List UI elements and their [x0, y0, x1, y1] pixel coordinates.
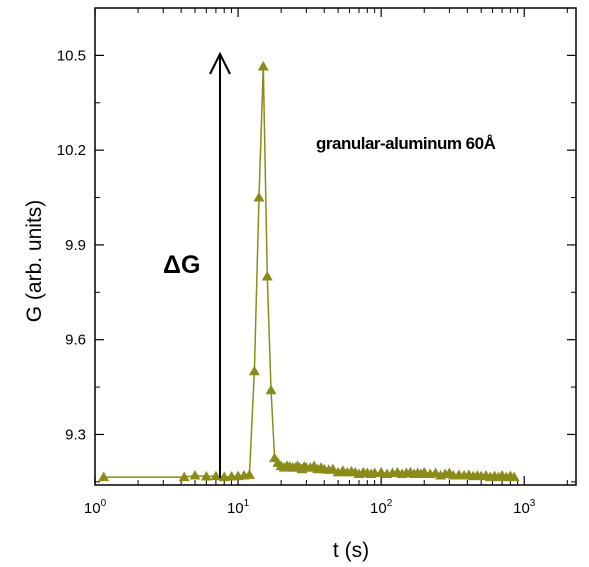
data-point — [189, 470, 201, 480]
x-tick-exponent: 0 — [101, 498, 107, 509]
y-tick-label: 10.2 — [57, 142, 86, 159]
series-layer — [98, 60, 520, 482]
axis-ticks — [94, 8, 576, 485]
x-tick-base: 10 — [227, 500, 244, 517]
plot-frame — [94, 7, 577, 486]
y-axis-label: G (arb. units) — [23, 200, 46, 323]
data-point — [243, 469, 255, 479]
y-tick-label: 10.5 — [57, 47, 86, 64]
x-tick-exponent: 1 — [244, 498, 250, 509]
x-tick-label: 102 — [370, 498, 393, 517]
delta-symbol: Δ — [163, 251, 181, 279]
data-point — [218, 471, 230, 482]
data-point — [248, 365, 260, 376]
data-point — [178, 471, 190, 482]
data-point — [265, 384, 277, 395]
x-tick-base: 10 — [84, 500, 101, 517]
data-point — [98, 471, 110, 482]
data-point — [257, 60, 269, 71]
data-point — [327, 463, 339, 474]
x-tick-exponent: 3 — [530, 498, 536, 509]
delta-annotation: ΔG — [163, 251, 200, 279]
x-axis-label: t (s) — [333, 539, 369, 562]
y-tick-label: 9.9 — [65, 237, 86, 254]
x-tick-exponent: 2 — [387, 498, 393, 509]
y-tick-label: 9.3 — [65, 426, 86, 443]
x-tick-base: 10 — [370, 500, 387, 517]
x-tick-label: 103 — [513, 498, 536, 517]
delta-arrow-head — [209, 51, 231, 75]
data-point — [261, 271, 273, 281]
data-point — [200, 470, 212, 481]
x-tick-label: 101 — [227, 498, 250, 517]
y-tick-label: 9.6 — [65, 332, 86, 349]
data-point — [508, 471, 520, 482]
data-point — [253, 192, 265, 202]
data-point — [210, 470, 222, 481]
x-tick-base: 10 — [513, 500, 530, 517]
sample-annotation: granular-aluminum 60Å — [316, 134, 496, 153]
delta-letter: G — [181, 251, 200, 279]
x-tick-label: 100 — [84, 498, 107, 517]
